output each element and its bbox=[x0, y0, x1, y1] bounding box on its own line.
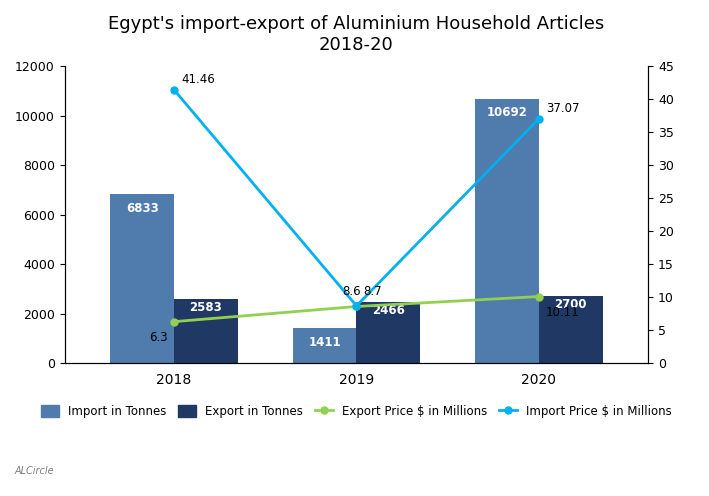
Bar bbox=[293, 328, 357, 363]
Legend: Import in Tonnes, Export in Tonnes, Export Price $ in Millions, Import Price $ i: Import in Tonnes, Export in Tonnes, Expo… bbox=[36, 400, 677, 423]
Text: 2466: 2466 bbox=[372, 304, 405, 317]
Text: 10692: 10692 bbox=[486, 106, 527, 119]
Bar bbox=[110, 194, 174, 363]
Text: 8.6: 8.6 bbox=[342, 285, 361, 299]
Text: 2583: 2583 bbox=[189, 301, 223, 314]
Text: 37.07: 37.07 bbox=[546, 102, 579, 115]
Text: 41.46: 41.46 bbox=[181, 73, 215, 86]
Text: ALCircle: ALCircle bbox=[14, 466, 54, 476]
Bar bbox=[539, 297, 603, 363]
Text: 6833: 6833 bbox=[125, 202, 159, 215]
Text: 8.7: 8.7 bbox=[364, 285, 382, 298]
Text: 10.11: 10.11 bbox=[546, 306, 579, 319]
Text: 2700: 2700 bbox=[554, 299, 587, 311]
Title: Egypt's import-export of Aluminium Household Articles
2018-20: Egypt's import-export of Aluminium House… bbox=[108, 15, 605, 54]
Text: 6.3: 6.3 bbox=[149, 331, 168, 344]
Bar bbox=[357, 302, 420, 363]
Text: 1411: 1411 bbox=[308, 336, 341, 349]
Bar bbox=[174, 299, 238, 363]
Bar bbox=[475, 99, 539, 363]
